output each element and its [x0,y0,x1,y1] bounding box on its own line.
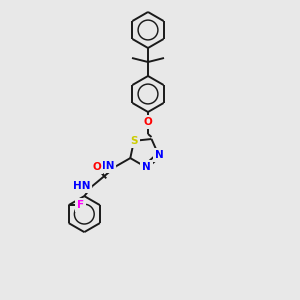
Text: S: S [130,136,138,146]
Text: O: O [144,117,152,127]
Text: HN: HN [73,181,90,191]
Text: HN: HN [97,161,114,171]
Text: N: N [142,162,151,172]
Text: F: F [77,200,84,210]
Text: N: N [155,150,164,160]
Text: O: O [92,162,101,172]
